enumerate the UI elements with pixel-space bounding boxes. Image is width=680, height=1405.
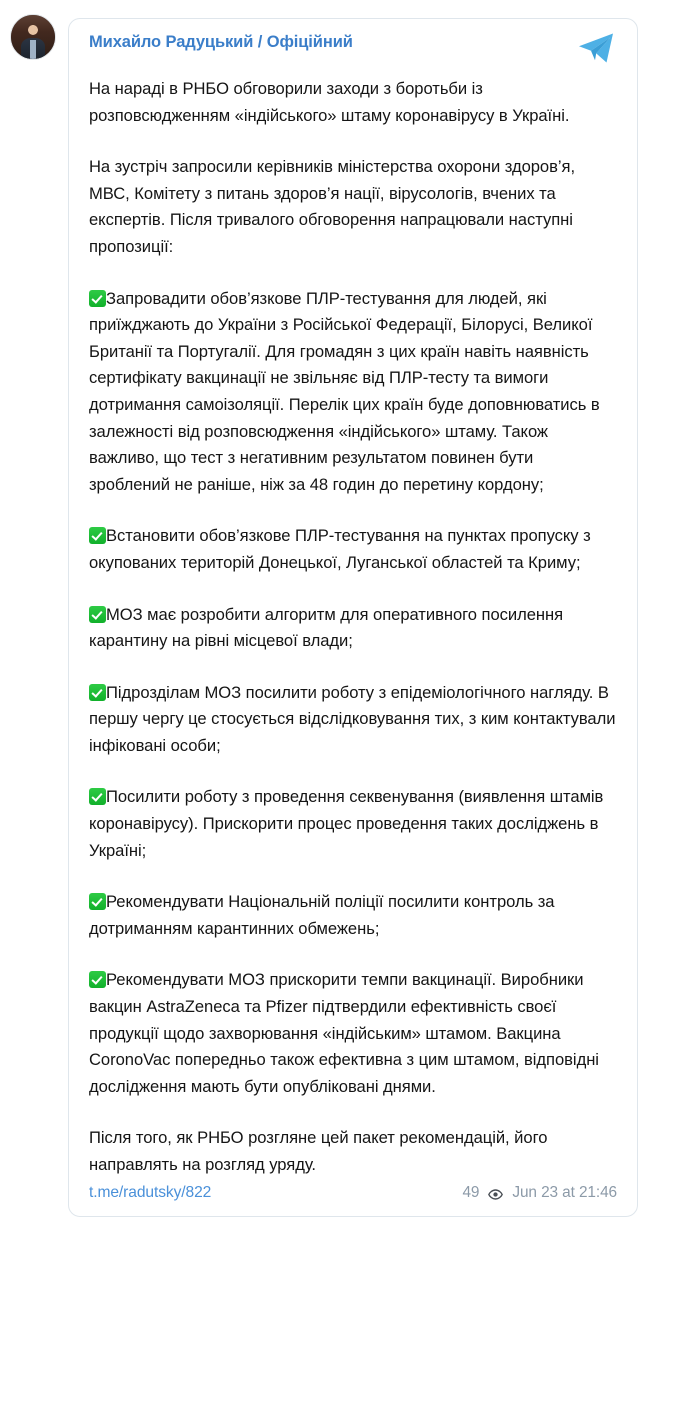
paragraph-text: Після того, як РНБО розгляне цей пакет р… [89, 1128, 548, 1174]
post-header: Михайло Радуцький / Офіційний [89, 33, 617, 69]
paragraph: На нараді в РНБО обговорили заходи з бор… [89, 76, 617, 129]
eye-icon [488, 1187, 504, 1202]
green-check-icon [89, 893, 106, 911]
paragraph-text: Запровадити обов’язкове ПЛР-тестування д… [89, 288, 600, 494]
green-check-icon [89, 289, 106, 307]
telegram-paper-plane-icon[interactable] [577, 32, 615, 69]
post-text: На нараді в РНБО обговорили заходи з бор… [89, 76, 617, 1179]
paragraph-text: Підрозділам МОЗ посилити роботу з епідем… [89, 682, 616, 755]
paragraph-checked: Підрозділам МОЗ посилити роботу з епідем… [89, 680, 617, 760]
paragraph: Після того, як РНБО розгляне цей пакет р… [89, 1125, 617, 1178]
paragraph-checked: Запровадити обов’язкове ПЛР-тестування д… [89, 286, 617, 499]
channel-avatar[interactable] [10, 14, 56, 60]
green-check-icon [89, 788, 106, 806]
paragraph-checked: Посилити роботу з проведення секвенуванн… [89, 784, 617, 864]
paragraph-text: Встановити обов’язкове ПЛР-тестування на… [89, 526, 591, 572]
green-check-icon [89, 605, 106, 623]
paragraph-checked: Рекомендувати МОЗ прискорити темпи вакци… [89, 967, 617, 1100]
channel-title[interactable]: Михайло Радуцький / Офіційний [89, 33, 353, 51]
post-footer: t.me/radutsky/822 49 Jun 23 at 21:46 [89, 1184, 617, 1206]
green-check-icon [89, 527, 106, 545]
paragraph-checked: МОЗ має розробити алгоритм для оперативн… [89, 602, 617, 655]
green-check-icon [89, 971, 106, 989]
paragraph: На зустріч запросили керівників міністер… [89, 154, 617, 260]
views-count: 49 [462, 1183, 480, 1201]
paragraph-text: На нараді в РНБО обговорили заходи з бор… [89, 79, 570, 125]
post-bubble: Михайло Радуцький / Офіційний На нараді … [68, 18, 638, 1217]
paragraph-text: Рекомендувати МОЗ прискорити темпи вакци… [89, 970, 599, 1096]
avatar-photo [11, 15, 55, 59]
paragraph-text: Рекомендувати Національній поліції посил… [89, 892, 555, 938]
paragraph-text: На зустріч запросили керівників міністер… [89, 157, 576, 256]
green-check-icon [89, 683, 106, 701]
paragraph-text: Посилити роботу з проведення секвенуванн… [89, 787, 604, 860]
post-date: Jun 23 at 21:46 [512, 1183, 617, 1201]
post-meta: 49 Jun 23 at 21:46 [462, 1184, 617, 1202]
post-permalink[interactable]: t.me/radutsky/822 [89, 1183, 212, 1201]
paragraph-text: МОЗ має розробити алгоритм для оперативн… [89, 604, 564, 651]
paragraph-checked: Рекомендувати Національній поліції посил… [89, 889, 617, 942]
paragraph-checked: Встановити обов’язкове ПЛР-тестування на… [89, 523, 617, 576]
